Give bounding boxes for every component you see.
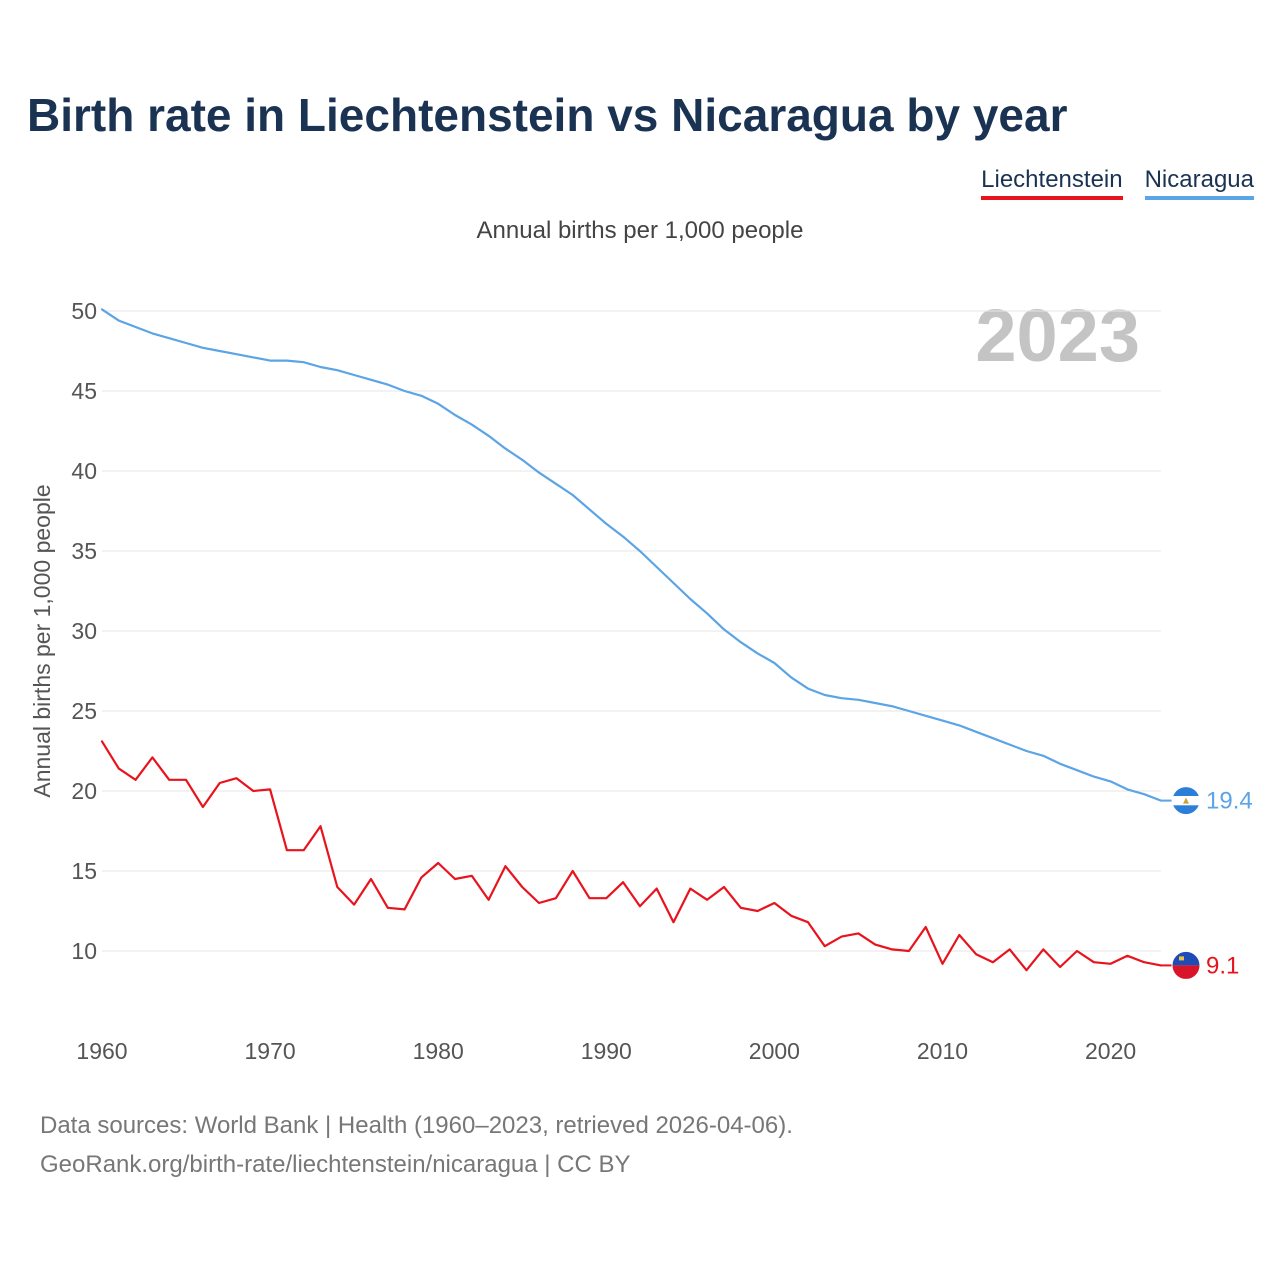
footer: Data sources: World Bank | Health (1960–… [40,1106,793,1184]
end-value-label-liechtenstein: 9.1 [1206,952,1239,979]
series-line-liechtenstein [100,740,1163,972]
liechtenstein-flag-border [1171,950,1201,980]
x-tick-label-2000: 2000 [749,1038,800,1064]
x-tick-label-1980: 1980 [413,1038,464,1064]
x-tick-label-2020: 2020 [1085,1038,1136,1064]
liechtenstein-flag-icon [1172,951,1200,980]
x-tick-label-2010: 2010 [917,1038,968,1064]
y-tick-label-35: 35 [71,538,97,564]
y-axis-label: Annual births per 1,000 people [29,484,55,797]
chart-title: Birth rate in Liechtenstein vs Nicaragua… [27,89,1068,141]
x-tick-label-1970: 1970 [245,1038,296,1064]
nicaragua-flag-icon [1172,786,1200,815]
y-tick-label-50: 50 [71,298,97,324]
y-tick-label-40: 40 [71,458,97,484]
legend-item-liechtenstein[interactable]: Liechtenstein [981,166,1123,200]
y-tick-label-25: 25 [71,698,97,724]
y-tick-label-20: 20 [71,778,97,804]
data-source-note: Data sources: World Bank | Health (1960–… [40,1112,793,1139]
legend-item-nicaragua[interactable]: Nicaragua [1144,166,1254,200]
y-tick-label-45: 45 [71,378,97,404]
x-tick-label-1960: 1960 [76,1038,127,1064]
y-tick-label-15: 15 [71,858,97,884]
x-tick-label-1990: 1990 [581,1038,632,1064]
end-value-label-nicaragua: 19.4 [1206,788,1253,815]
legend: Liechtenstein Nicaragua [981,166,1254,200]
y-tick-label-30: 30 [71,618,97,644]
nicaragua-flag-border [1171,786,1201,816]
chart-subtitle: Annual births per 1,000 people [476,217,804,244]
source-url: GeoRank.org/birth-rate/liechtenstein/nic… [40,1151,631,1178]
series-line-nicaragua [100,308,1163,802]
year-watermark: 2023 [975,294,1140,377]
y-tick-label-10: 10 [71,938,97,964]
